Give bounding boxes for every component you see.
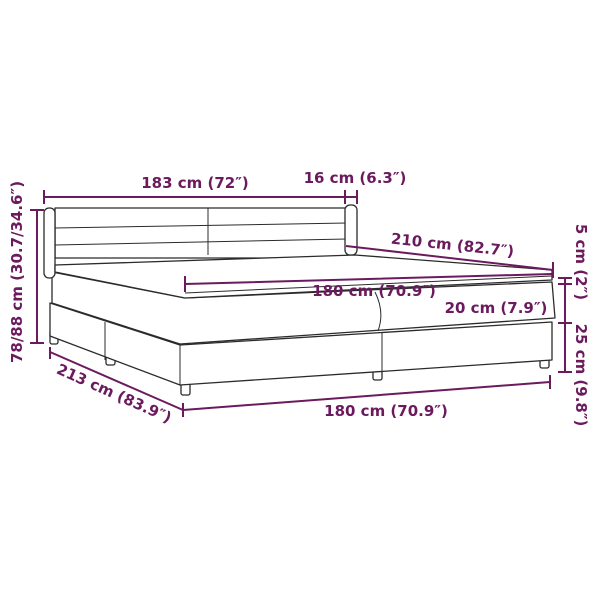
dim-total-height <box>30 209 44 344</box>
label-total-height: 78/88 cm (30.7/34.6″) <box>8 181 26 363</box>
bed-drawing <box>43 204 556 396</box>
label-mattress-width: 180 cm (70.9″) <box>312 282 436 300</box>
dim-heights-right <box>558 277 572 373</box>
dimension-lines <box>30 190 572 417</box>
dim-total-width <box>182 375 551 411</box>
headboard <box>54 207 348 259</box>
label-mattress-height: 20 cm (7.9″) <box>445 299 548 317</box>
label-headboard-width: 183 cm (72″) <box>141 174 249 192</box>
label-total-width: 180 cm (70.9″) <box>324 402 448 420</box>
dim-mattress-length <box>345 245 554 278</box>
label-headboard-depth: 16 cm (6.3″) <box>304 169 407 187</box>
dim-mattress-width <box>184 273 553 292</box>
dim-headboard-width <box>43 190 358 204</box>
label-base-height: 25 cm (9.8″) <box>572 324 590 427</box>
label-topper-height: 5 cm (2″) <box>572 224 590 300</box>
mattress-topper <box>54 254 553 299</box>
headboard-wing-left <box>43 207 56 279</box>
label-mattress-length: 210 cm (82.7″) <box>390 230 515 261</box>
